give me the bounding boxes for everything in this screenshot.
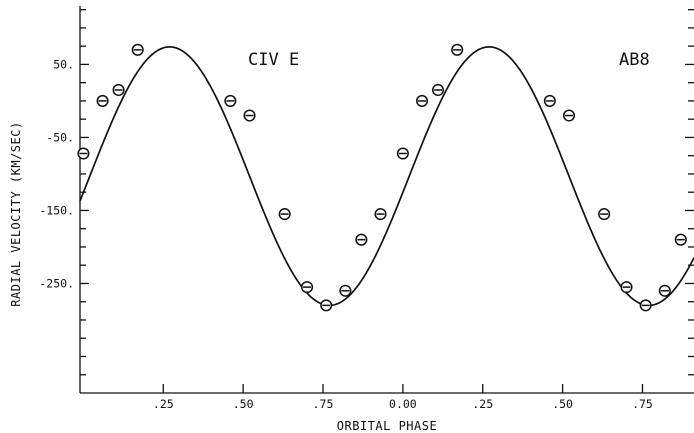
data-point (620, 281, 633, 294)
data-point (562, 109, 576, 122)
data-point (396, 147, 409, 160)
data-point (224, 94, 237, 107)
data-points (77, 43, 694, 312)
star-annotation: AB8 (619, 50, 650, 70)
data-point (451, 43, 464, 56)
x-tick-label: .25 (472, 397, 493, 411)
x-tick-label: .75 (313, 397, 334, 411)
x-tick-label: 0.00 (389, 397, 417, 411)
x-tick-label: .50 (552, 397, 573, 411)
data-point (658, 284, 671, 297)
data-point (320, 299, 333, 312)
data-point (300, 281, 314, 294)
y-tick-label: -150. (39, 203, 74, 217)
chart-axes (79, 6, 694, 394)
axis-ticks (80, 9, 694, 393)
data-point (339, 284, 352, 297)
data-point (431, 83, 445, 97)
data-point (374, 208, 387, 221)
data-point (77, 147, 90, 160)
y-axis-title: RADIAL VELOCITY (KM/SEC) (9, 121, 23, 306)
data-point (543, 94, 556, 107)
data-point (639, 299, 652, 312)
data-point (131, 43, 144, 56)
data-point (112, 83, 125, 97)
y-tick-label: -50. (46, 130, 74, 144)
data-point (674, 233, 687, 246)
y-tick-label: 50. (53, 57, 74, 71)
data-point (598, 208, 611, 221)
tick-labels: .25 .50 .75 0.00 .25 .50 .75 50. -50. -150. -250. (39, 57, 652, 411)
fit-curve (79, 46, 694, 307)
y-tick-label: -250. (39, 276, 74, 290)
x-tick-label: .75 (632, 397, 653, 411)
x-axis-title: ORBITAL PHASE (337, 419, 437, 433)
data-point (96, 94, 109, 107)
x-tick-label: .25 (153, 397, 174, 411)
data-point (278, 208, 291, 221)
data-point (355, 233, 368, 246)
data-point (415, 94, 429, 107)
line-annotation: CIV E (248, 50, 299, 70)
x-tick-label: .50 (233, 397, 254, 411)
data-point (243, 109, 256, 122)
